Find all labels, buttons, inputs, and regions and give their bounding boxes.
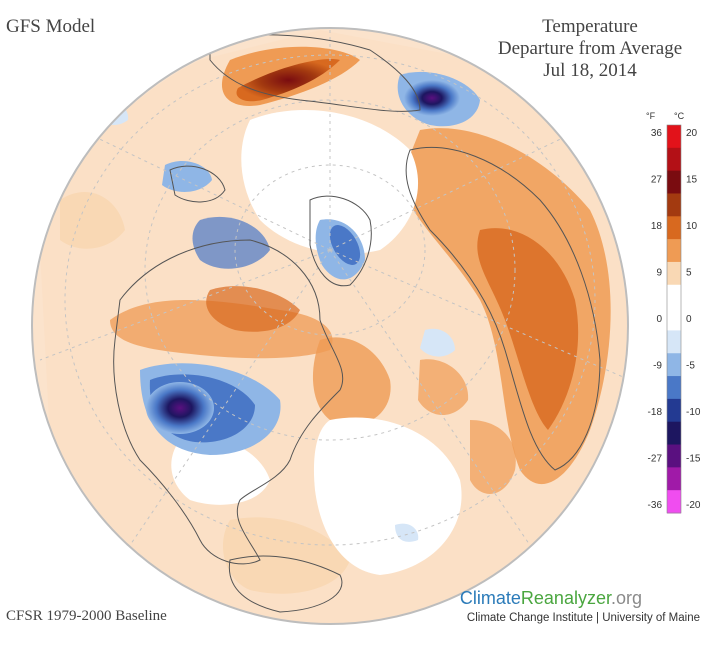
- legend-unit-f: °F: [646, 111, 656, 121]
- legend-unit-c: °C: [674, 111, 685, 121]
- legend-swatch-minus10: [667, 421, 681, 446]
- legend-swatch-plus20: [667, 125, 681, 149]
- title-line-1: Temperature: [542, 16, 638, 37]
- legend-swatch-plus3: [667, 239, 681, 263]
- legend-tick-c: -5: [686, 361, 695, 372]
- legend-swatch-minus20: [667, 490, 681, 514]
- brand-logo: ClimateReanalyzer.org: [460, 588, 642, 609]
- legend-swatch-minus16: [667, 467, 681, 491]
- legend-swatch-plus15: [667, 147, 681, 172]
- brand-part-1: Climate: [459, 588, 521, 608]
- legend-swatch-minus5: [667, 376, 681, 400]
- legend-swatch-plus7: [667, 193, 681, 217]
- brand-part-3: .org: [610, 588, 642, 608]
- baseline-label: CFSR 1979-2000 Baseline: [6, 608, 167, 624]
- legend-tick-c: 20: [686, 128, 698, 139]
- legend-swatch-minus3: [667, 353, 681, 377]
- legend-tick-c: 10: [686, 221, 698, 232]
- legend-tick-f: -9: [653, 361, 662, 372]
- anomaly-field: [40, 30, 628, 624]
- globe-border: [31, 27, 629, 625]
- legend-swatch-plus10: [667, 170, 681, 194]
- legend-tick-f: 36: [651, 128, 663, 139]
- legend-swatch-plus5: [667, 216, 681, 240]
- legend-swatch-zero: [667, 307, 681, 331]
- legend-swatch-minus8: [667, 398, 681, 423]
- legend-colorbar: °F °C: [646, 111, 685, 514]
- coastlines: [113, 34, 601, 613]
- title-date: Jul 18, 2014: [543, 60, 637, 81]
- legend-tick-c: -15: [686, 454, 701, 465]
- legend-swatch-minus1: [667, 330, 681, 354]
- legend-tick-f: 27: [651, 175, 663, 186]
- legend-tick-f: -27: [648, 454, 663, 465]
- map-title: Temperature Departure from Average Jul 1…: [480, 16, 700, 82]
- credit-label: Climate Change Institute | University of…: [466, 612, 700, 624]
- brand-part-2: Reanalyzer: [520, 588, 611, 608]
- legend-tick-f: -36: [648, 500, 663, 511]
- legend-tick-c: -10: [686, 407, 701, 418]
- legend-tick-c: -20: [686, 500, 701, 511]
- legend-tick-f: 0: [656, 314, 662, 325]
- legend-tick-c: 0: [686, 314, 692, 325]
- legend-tick-c: 15: [686, 175, 698, 186]
- graticule: [39, 28, 628, 561]
- legend-tick-f: -18: [648, 407, 663, 418]
- legend-tick-f: 18: [651, 221, 663, 232]
- legend-swatch-plus1: [667, 261, 681, 286]
- legend-tick-c: 5: [686, 268, 692, 279]
- legend-tick-f: 9: [656, 268, 662, 279]
- legend-swatch-minus13: [667, 444, 681, 468]
- model-label: GFS Model: [6, 16, 96, 37]
- legend-swatch-zero: [667, 284, 681, 309]
- title-line-2: Departure from Average: [497, 38, 683, 59]
